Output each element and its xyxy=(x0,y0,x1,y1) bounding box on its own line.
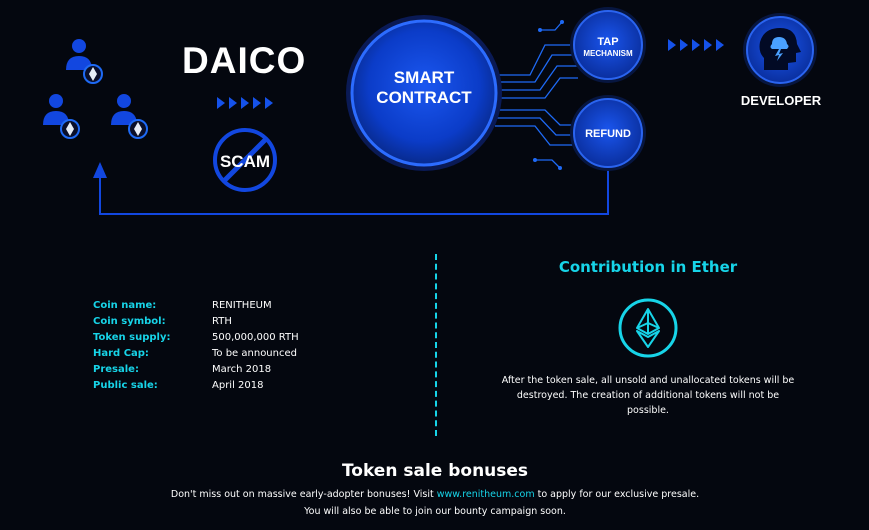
arrow-right-icon xyxy=(668,39,724,51)
scam-label: SCAM xyxy=(219,152,271,171)
investor-icon xyxy=(43,94,80,139)
bonuses-text-after: to apply for our exclusive presale. xyxy=(534,489,700,500)
info-row: Coin symbol: RTH xyxy=(93,314,299,330)
info-key: Token supply: xyxy=(93,332,171,343)
refund-label: REFUND xyxy=(585,128,631,140)
tap-label-line1: TAP xyxy=(597,36,619,48)
info-value: 500,000,000 RTH xyxy=(212,332,299,343)
contribution-description: After the token sale, all unsold and una… xyxy=(501,375,795,416)
developer-icon xyxy=(743,13,817,87)
bonuses-line-2: You will also be able to join our bounty… xyxy=(304,506,566,517)
contribution-title: Contribution in Ether xyxy=(558,258,738,276)
arrow-up-icon xyxy=(93,162,107,178)
no-scam-icon xyxy=(213,128,277,192)
info-value: RTH xyxy=(212,316,232,327)
bonuses-text-before: Don't miss out on massive early-adopter … xyxy=(170,489,437,500)
info-row: Presale: March 2018 xyxy=(93,362,299,378)
info-key: Hard Cap: xyxy=(93,348,149,359)
info-key: Coin symbol: xyxy=(93,316,166,327)
ether-icon xyxy=(618,298,678,358)
renitheum-link[interactable]: www.renitheum.com xyxy=(436,489,535,500)
info-value: To be announced xyxy=(212,348,297,359)
info-key: Presale: xyxy=(93,364,139,375)
bonuses-title: Token sale bonuses xyxy=(341,461,529,481)
tap-mechanism-label: TAP MECHANISM xyxy=(572,36,644,60)
coin-info-list: Coin name: RENITHEUM Coin symbol: RTH To… xyxy=(93,298,299,394)
circuit-lines xyxy=(495,21,578,169)
daico-diagram xyxy=(43,7,817,215)
arrow-right-icon xyxy=(217,97,273,109)
info-row: Coin name: RENITHEUM xyxy=(93,298,299,314)
tap-mechanism-circle xyxy=(570,7,646,83)
developer-label: DEVELOPER xyxy=(740,93,822,108)
info-value: RENITHEUM xyxy=(212,300,272,311)
bonuses-line-1: Don't miss out on massive early-adopter … xyxy=(120,489,750,500)
investor-icon xyxy=(111,94,148,139)
info-value: March 2018 xyxy=(212,364,272,375)
info-row: Public sale: April 2018 xyxy=(93,378,299,394)
info-row: Hard Cap: To be announced xyxy=(93,346,299,362)
smart-contract-label: SMART CONTRACT xyxy=(376,68,472,107)
smart-contract-circle xyxy=(346,15,502,171)
investor-icon xyxy=(66,39,103,84)
info-key: Public sale: xyxy=(93,380,158,391)
daico-title: DAICO xyxy=(182,40,307,81)
info-row: Token supply: 500,000,000 RTH xyxy=(93,330,299,346)
refund-circle xyxy=(570,95,646,171)
info-key: Coin name: xyxy=(93,300,157,311)
info-value: April 2018 xyxy=(212,380,264,391)
refund-loop-line xyxy=(99,170,609,215)
section-divider xyxy=(435,254,437,436)
tap-label-line2: MECHANISM xyxy=(583,49,633,58)
